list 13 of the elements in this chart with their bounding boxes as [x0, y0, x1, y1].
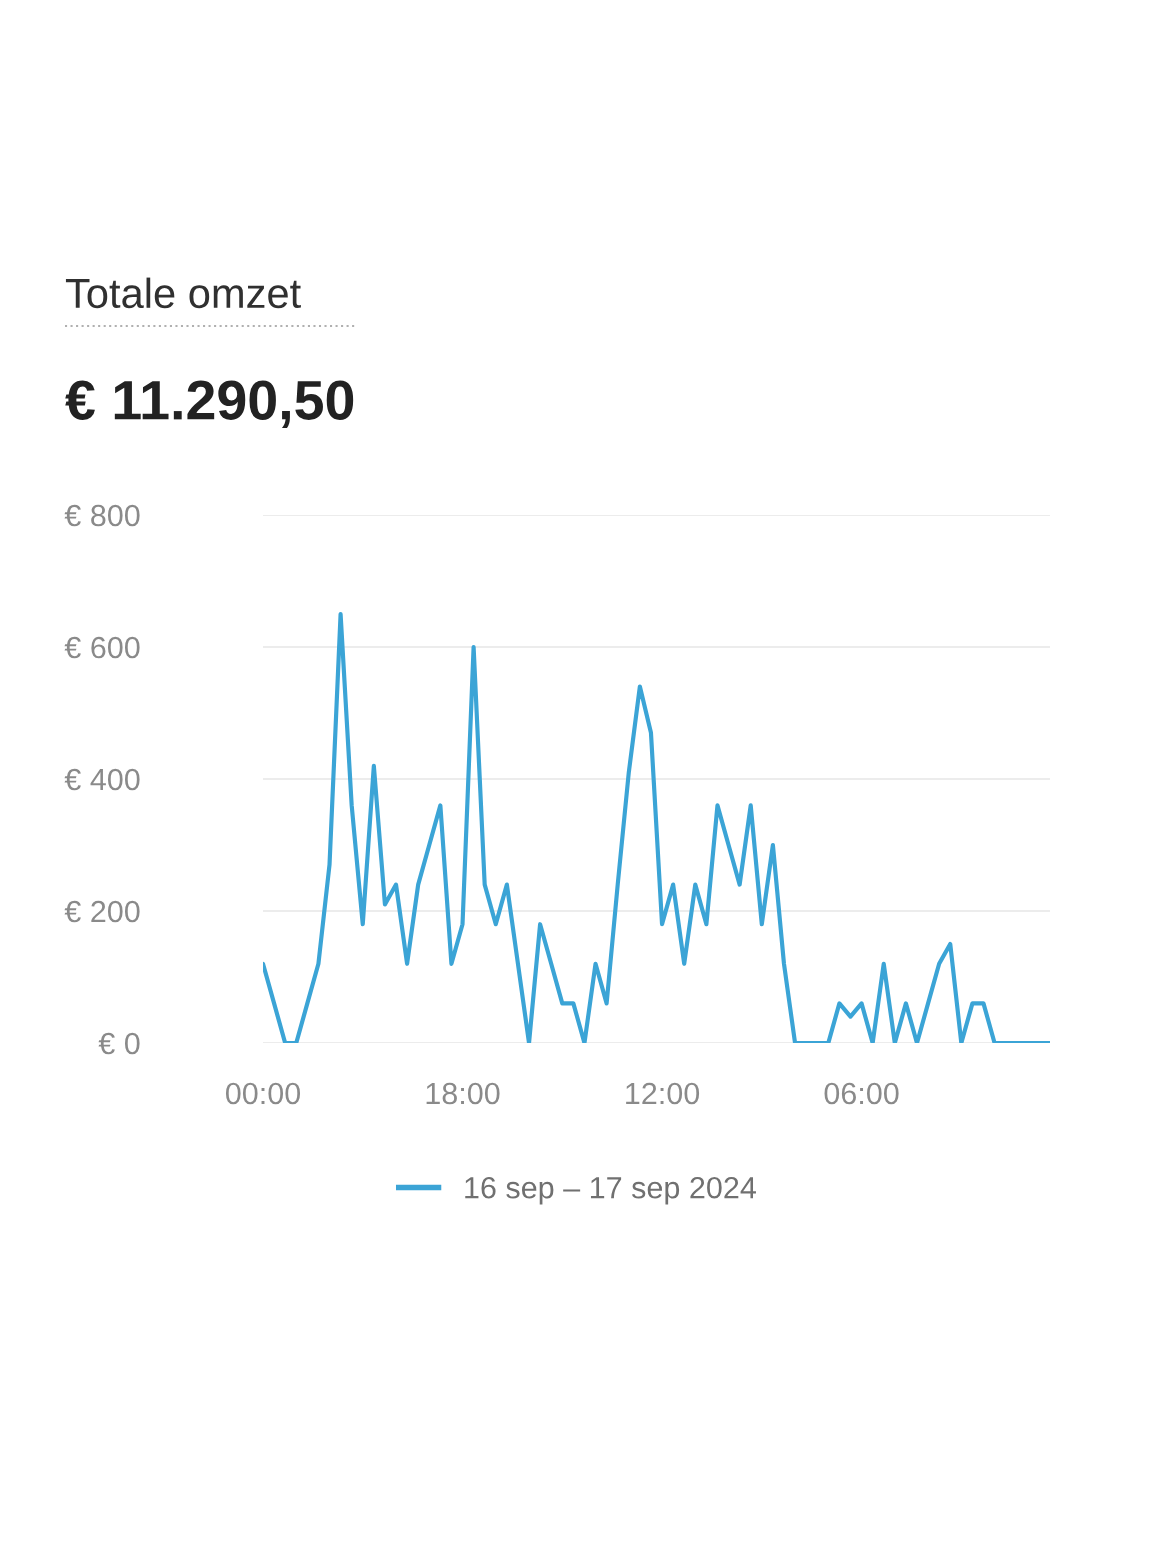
- y-tick-label: € 400: [64, 768, 140, 791]
- y-tick-label: € 0: [98, 1032, 140, 1055]
- x-tick-label: 06:00: [824, 1082, 899, 1105]
- x-tick-label: 18:00: [426, 1082, 500, 1105]
- legend-label: 16 sep – 17 sep 2024: [465, 1176, 756, 1205]
- x-tick-label: 12:00: [626, 1082, 700, 1105]
- y-tick-label: € 200: [64, 900, 140, 923]
- y-tick-label: € 600: [64, 636, 140, 659]
- line-series: [263, 611, 1050, 1043]
- chart-title: Totale omzet: [65, 277, 301, 309]
- x-tick-label: 00:00: [225, 1082, 301, 1105]
- y-tick-label: € 800: [64, 504, 140, 527]
- chart-subtitle: € 11.290,50: [65, 380, 354, 428]
